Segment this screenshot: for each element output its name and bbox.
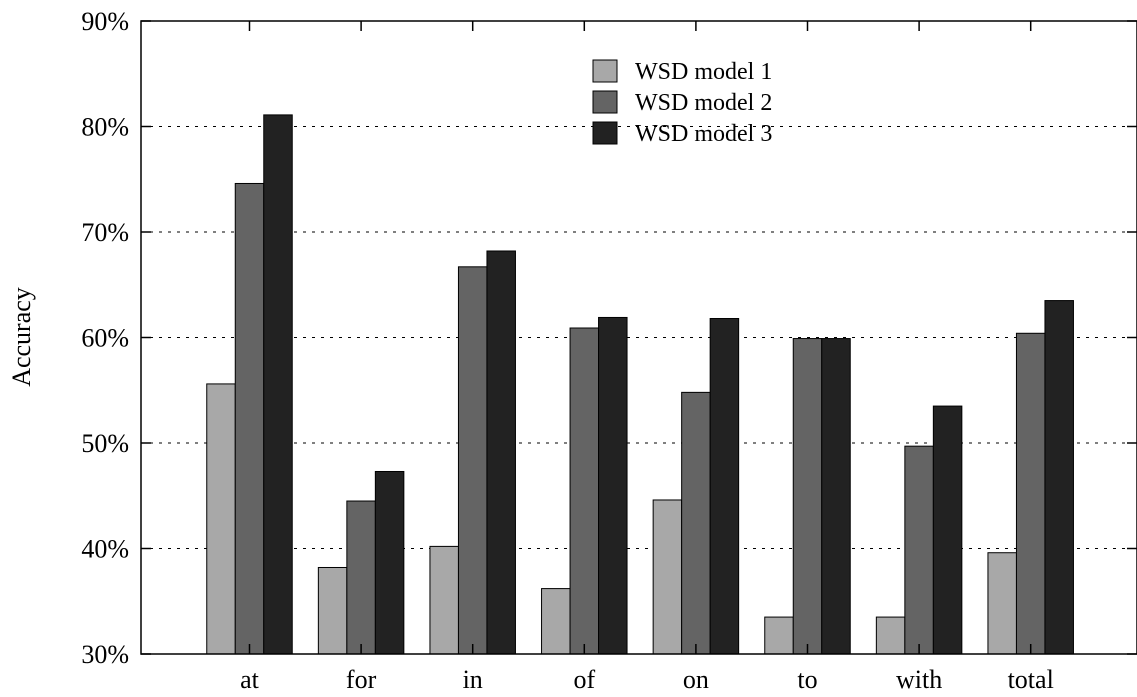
bar-1-total [987, 552, 1017, 655]
bar-2-with [904, 445, 934, 655]
bar-3-with [932, 405, 963, 655]
bars [206, 114, 1074, 655]
y-tick-label: 40% [81, 535, 129, 564]
bar-2-on [681, 391, 711, 655]
legend-label: WSD model 1 [635, 59, 772, 85]
legend-label: WSD model 2 [635, 90, 772, 116]
bar-2-of [569, 327, 600, 655]
x-tick-label: for [346, 665, 377, 694]
legend-swatch [592, 121, 618, 145]
bar-3-total [1044, 300, 1074, 655]
y-tick-label: 80% [81, 113, 129, 142]
bar-3-to [821, 338, 851, 655]
y-tick-label: 60% [81, 324, 129, 353]
legend-label: WSD model 3 [635, 121, 772, 147]
y-axis-label: Accuracy [7, 287, 36, 387]
bar-2-to [792, 338, 823, 655]
grid-lines [141, 126, 1137, 549]
y-tick-label: 70% [81, 218, 129, 247]
x-tick-label: on [683, 665, 709, 694]
bar-3-at [263, 114, 293, 655]
x-tick-label: of [573, 665, 595, 694]
bar-2-in [457, 266, 488, 655]
x-tick-labels: at for in of on to with total [240, 665, 1054, 694]
bar-3-of [598, 316, 628, 655]
bar-3-on [709, 318, 740, 655]
x-tick-label: in [463, 665, 483, 694]
legend-swatch [592, 90, 618, 114]
bar-1-for [317, 566, 348, 655]
bar-1-with [875, 616, 906, 655]
axis-ticks [141, 20, 1137, 655]
bar-1-on [652, 499, 683, 655]
legend: WSD model 1 WSD model 2 WSD model 3 [592, 59, 772, 147]
x-tick-label: with [896, 665, 942, 694]
y-tick-label: 50% [81, 429, 129, 458]
bar-2-at [234, 182, 265, 655]
x-tick-label: total [1008, 665, 1054, 694]
bar-2-for [346, 500, 376, 655]
y-tick-label: 30% [81, 640, 129, 669]
x-tick-label: to [797, 665, 817, 694]
legend-swatch [592, 59, 618, 83]
y-tick-labels: 30% 40% 50% 60% 70% 80% 90% [81, 7, 129, 669]
x-tick-label: at [240, 665, 260, 694]
bar-1-to [764, 616, 794, 655]
y-tick-label: 90% [81, 7, 129, 36]
bar-1-in [429, 545, 459, 655]
bar-1-of [541, 588, 571, 655]
bar-3-for [374, 470, 405, 655]
bar-2-total [1015, 332, 1046, 655]
bar-1-at [206, 383, 236, 655]
bar-3-in [486, 250, 516, 655]
